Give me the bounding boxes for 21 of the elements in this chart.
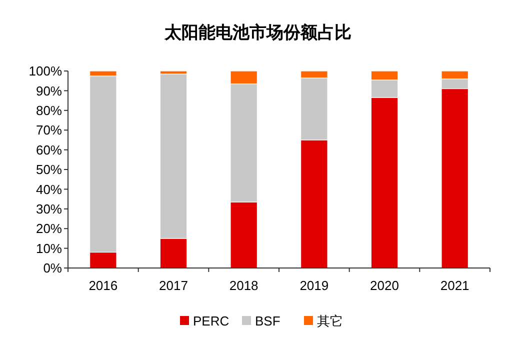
y-tick-label: 0% <box>43 260 62 276</box>
x-tick-label: 2018 <box>229 278 258 293</box>
y-tick-label: 20% <box>36 221 62 236</box>
y-tick-label: 70% <box>36 122 62 138</box>
x-tick-label: 2017 <box>159 278 188 293</box>
legend-label: 其它 <box>317 314 343 329</box>
y-tick-label: 60% <box>36 142 62 158</box>
x-tick-label: 2021 <box>440 278 470 293</box>
y-tick-label: 50% <box>36 162 62 178</box>
x-tick-label: 2020 <box>370 278 399 293</box>
y-tick-label: 30% <box>36 201 62 216</box>
legend-label: PERC <box>193 314 230 329</box>
chart-title: 太阳能电池市场份额占比 <box>164 23 352 43</box>
y-tick-label: 90% <box>36 83 62 98</box>
x-tick-label: 2016 <box>88 278 118 293</box>
legend-label: BSF <box>255 314 280 329</box>
y-tick-label: 10% <box>36 240 62 256</box>
y-tick-label: 40% <box>36 182 62 197</box>
x-tick-label: 2019 <box>300 278 329 293</box>
y-tick-label: 100% <box>28 64 62 79</box>
y-tick-label: 80% <box>36 102 62 118</box>
